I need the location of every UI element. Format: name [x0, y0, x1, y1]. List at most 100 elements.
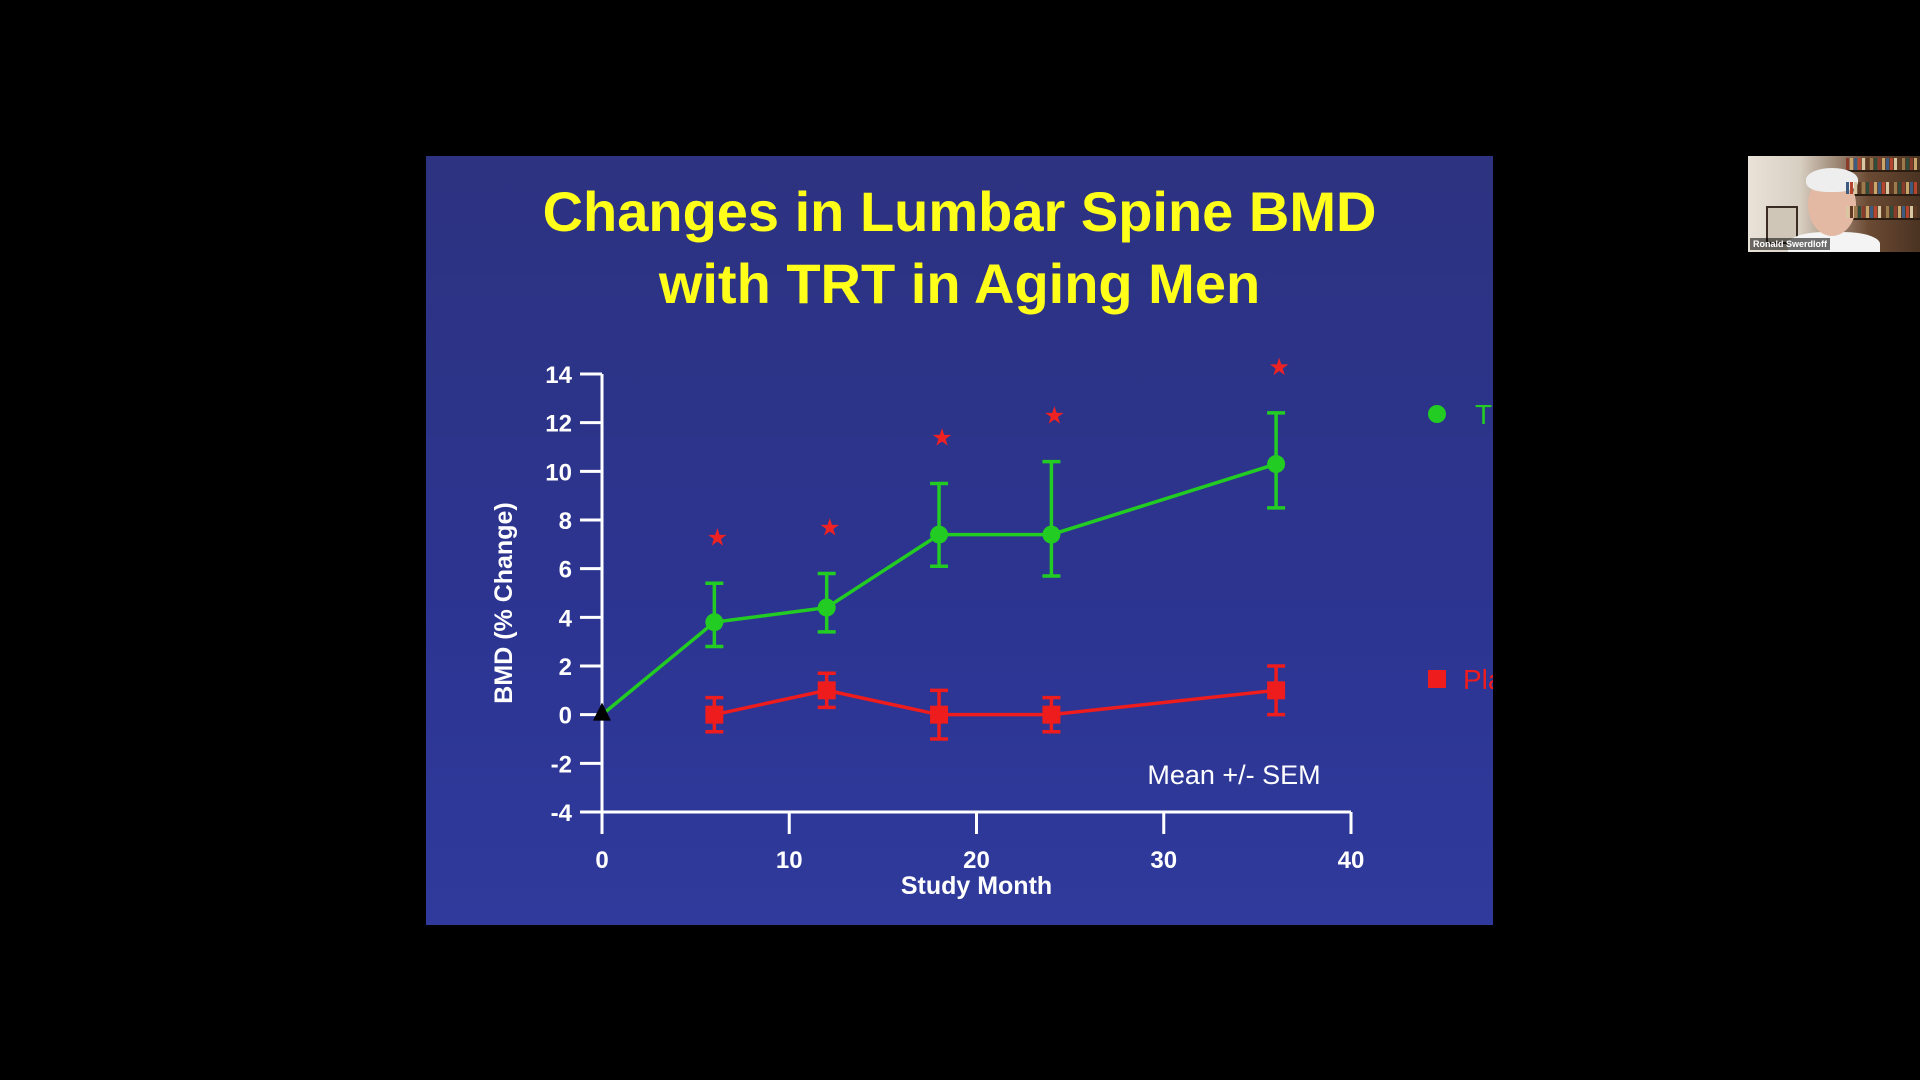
- book-spine: [1854, 158, 1857, 170]
- book-spine: [1882, 182, 1885, 194]
- data-point-t-only: [1267, 455, 1286, 474]
- data-point-placebo: [1267, 681, 1286, 700]
- book-spine: [1898, 206, 1901, 218]
- book-spine: [1870, 158, 1873, 170]
- book-spine: [1846, 182, 1849, 194]
- book-spine: [1846, 206, 1849, 218]
- participant-video-tile[interactable]: Ronald Swerdloff: [1748, 156, 1920, 252]
- y-tick-label: -4: [551, 800, 573, 827]
- book-spine: [1850, 206, 1853, 218]
- book-spine: [1914, 182, 1917, 194]
- book-spine: [1878, 182, 1881, 194]
- y-tick-label: -2: [551, 751, 572, 778]
- book-spine: [1902, 206, 1905, 218]
- significance-star: ★: [1268, 353, 1290, 381]
- book-spine: [1850, 182, 1853, 194]
- data-point-placebo: [930, 705, 949, 724]
- book-spine: [1906, 206, 1909, 218]
- book-spine: [1894, 158, 1897, 170]
- book-spine: [1906, 182, 1909, 194]
- y-tick-label: 10: [545, 459, 572, 486]
- significance-star: ★: [1044, 402, 1066, 430]
- book-spine: [1882, 206, 1885, 218]
- book-spine: [1886, 206, 1889, 218]
- book-spine: [1886, 182, 1889, 194]
- book-spine: [1902, 158, 1905, 170]
- book-spine: [1862, 182, 1865, 194]
- book-spine: [1878, 206, 1881, 218]
- book-spine: [1874, 182, 1877, 194]
- y-tick-label: 4: [559, 605, 573, 632]
- book-spine: [1910, 182, 1913, 194]
- participant-name-label: Ronald Swerdloff: [1750, 238, 1830, 250]
- y-axis-title: BMD (% Change): [490, 502, 518, 703]
- book-spine: [1890, 182, 1893, 194]
- book-spine: [1886, 158, 1889, 170]
- data-point-t-only: [1042, 525, 1061, 544]
- data-point-placebo: [817, 681, 836, 700]
- presentation-slide: Changes in Lumbar Spine BMD with TRT in …: [426, 156, 1493, 925]
- book-spine: [1858, 182, 1861, 194]
- participant-hair: [1806, 168, 1858, 192]
- book-spine: [1862, 158, 1865, 170]
- book-spine: [1910, 158, 1913, 170]
- slide-title-line-2: with TRT in Aging Men: [658, 252, 1261, 315]
- bmd-line-chart: -4 -2 0 2 4 6 8 10 12 14 0 10 20 30 40 Study Month BMD (…: [490, 353, 1493, 900]
- book-spine: [1890, 158, 1893, 170]
- book-spine: [1902, 182, 1905, 194]
- legend-marker-placebo: [1428, 670, 1446, 688]
- bookshelf-shelf: [1843, 218, 1920, 220]
- book-spine: [1866, 206, 1869, 218]
- data-point-placebo: [1042, 705, 1061, 724]
- y-tick-label: 6: [559, 557, 572, 584]
- book-spine: [1906, 158, 1909, 170]
- book-spine: [1914, 158, 1917, 170]
- significance-star: ★: [819, 514, 841, 542]
- book-spine: [1914, 206, 1917, 218]
- mean-sem-note: Mean +/- SEM: [1147, 760, 1320, 790]
- book-spine: [1866, 158, 1869, 170]
- legend-label-t-only: T only: [1475, 399, 1493, 430]
- book-spine: [1910, 206, 1913, 218]
- book-spine: [1862, 206, 1865, 218]
- book-spine: [1870, 182, 1873, 194]
- book-spine: [1866, 182, 1869, 194]
- book-spine: [1874, 158, 1877, 170]
- y-tick-label: 2: [559, 654, 572, 681]
- data-point-t-only: [705, 613, 724, 632]
- book-spine: [1846, 158, 1849, 170]
- baseline-marker: [593, 702, 611, 721]
- data-point-placebo: [705, 705, 724, 724]
- book-spine: [1870, 206, 1873, 218]
- book-spine: [1894, 182, 1897, 194]
- legend-marker-t-only: [1428, 405, 1446, 423]
- y-tick-label: 14: [545, 362, 572, 389]
- book-spine: [1854, 182, 1857, 194]
- data-point-t-only: [930, 525, 949, 544]
- x-tick-label: 10: [776, 847, 803, 874]
- bookshelf-shelf: [1843, 194, 1920, 196]
- book-spine: [1894, 206, 1897, 218]
- y-tick-label: 8: [559, 508, 572, 535]
- bookshelf-shelf: [1843, 170, 1920, 172]
- book-spine: [1850, 158, 1853, 170]
- series-line-t-only: [600, 462, 1277, 717]
- slide-title-line-1: Changes in Lumbar Spine BMD: [542, 180, 1377, 243]
- book-spine: [1858, 158, 1861, 170]
- x-tick-label: 20: [963, 847, 990, 874]
- x-axis-title: Study Month: [901, 872, 1052, 900]
- book-spine: [1898, 182, 1901, 194]
- book-spine: [1878, 158, 1881, 170]
- legend-label-placebo: Placebo: [1463, 664, 1493, 695]
- data-point-t-only: [817, 598, 836, 617]
- x-tick-label: 40: [1338, 847, 1365, 874]
- book-spine: [1854, 206, 1857, 218]
- significance-star: ★: [707, 523, 729, 551]
- x-tick-label: 0: [595, 847, 608, 874]
- book-spine: [1882, 158, 1885, 170]
- y-tick-label: 12: [545, 411, 572, 438]
- book-spine: [1874, 206, 1877, 218]
- series-line-placebo: [713, 688, 1277, 717]
- book-spine: [1898, 158, 1901, 170]
- book-spine: [1890, 206, 1893, 218]
